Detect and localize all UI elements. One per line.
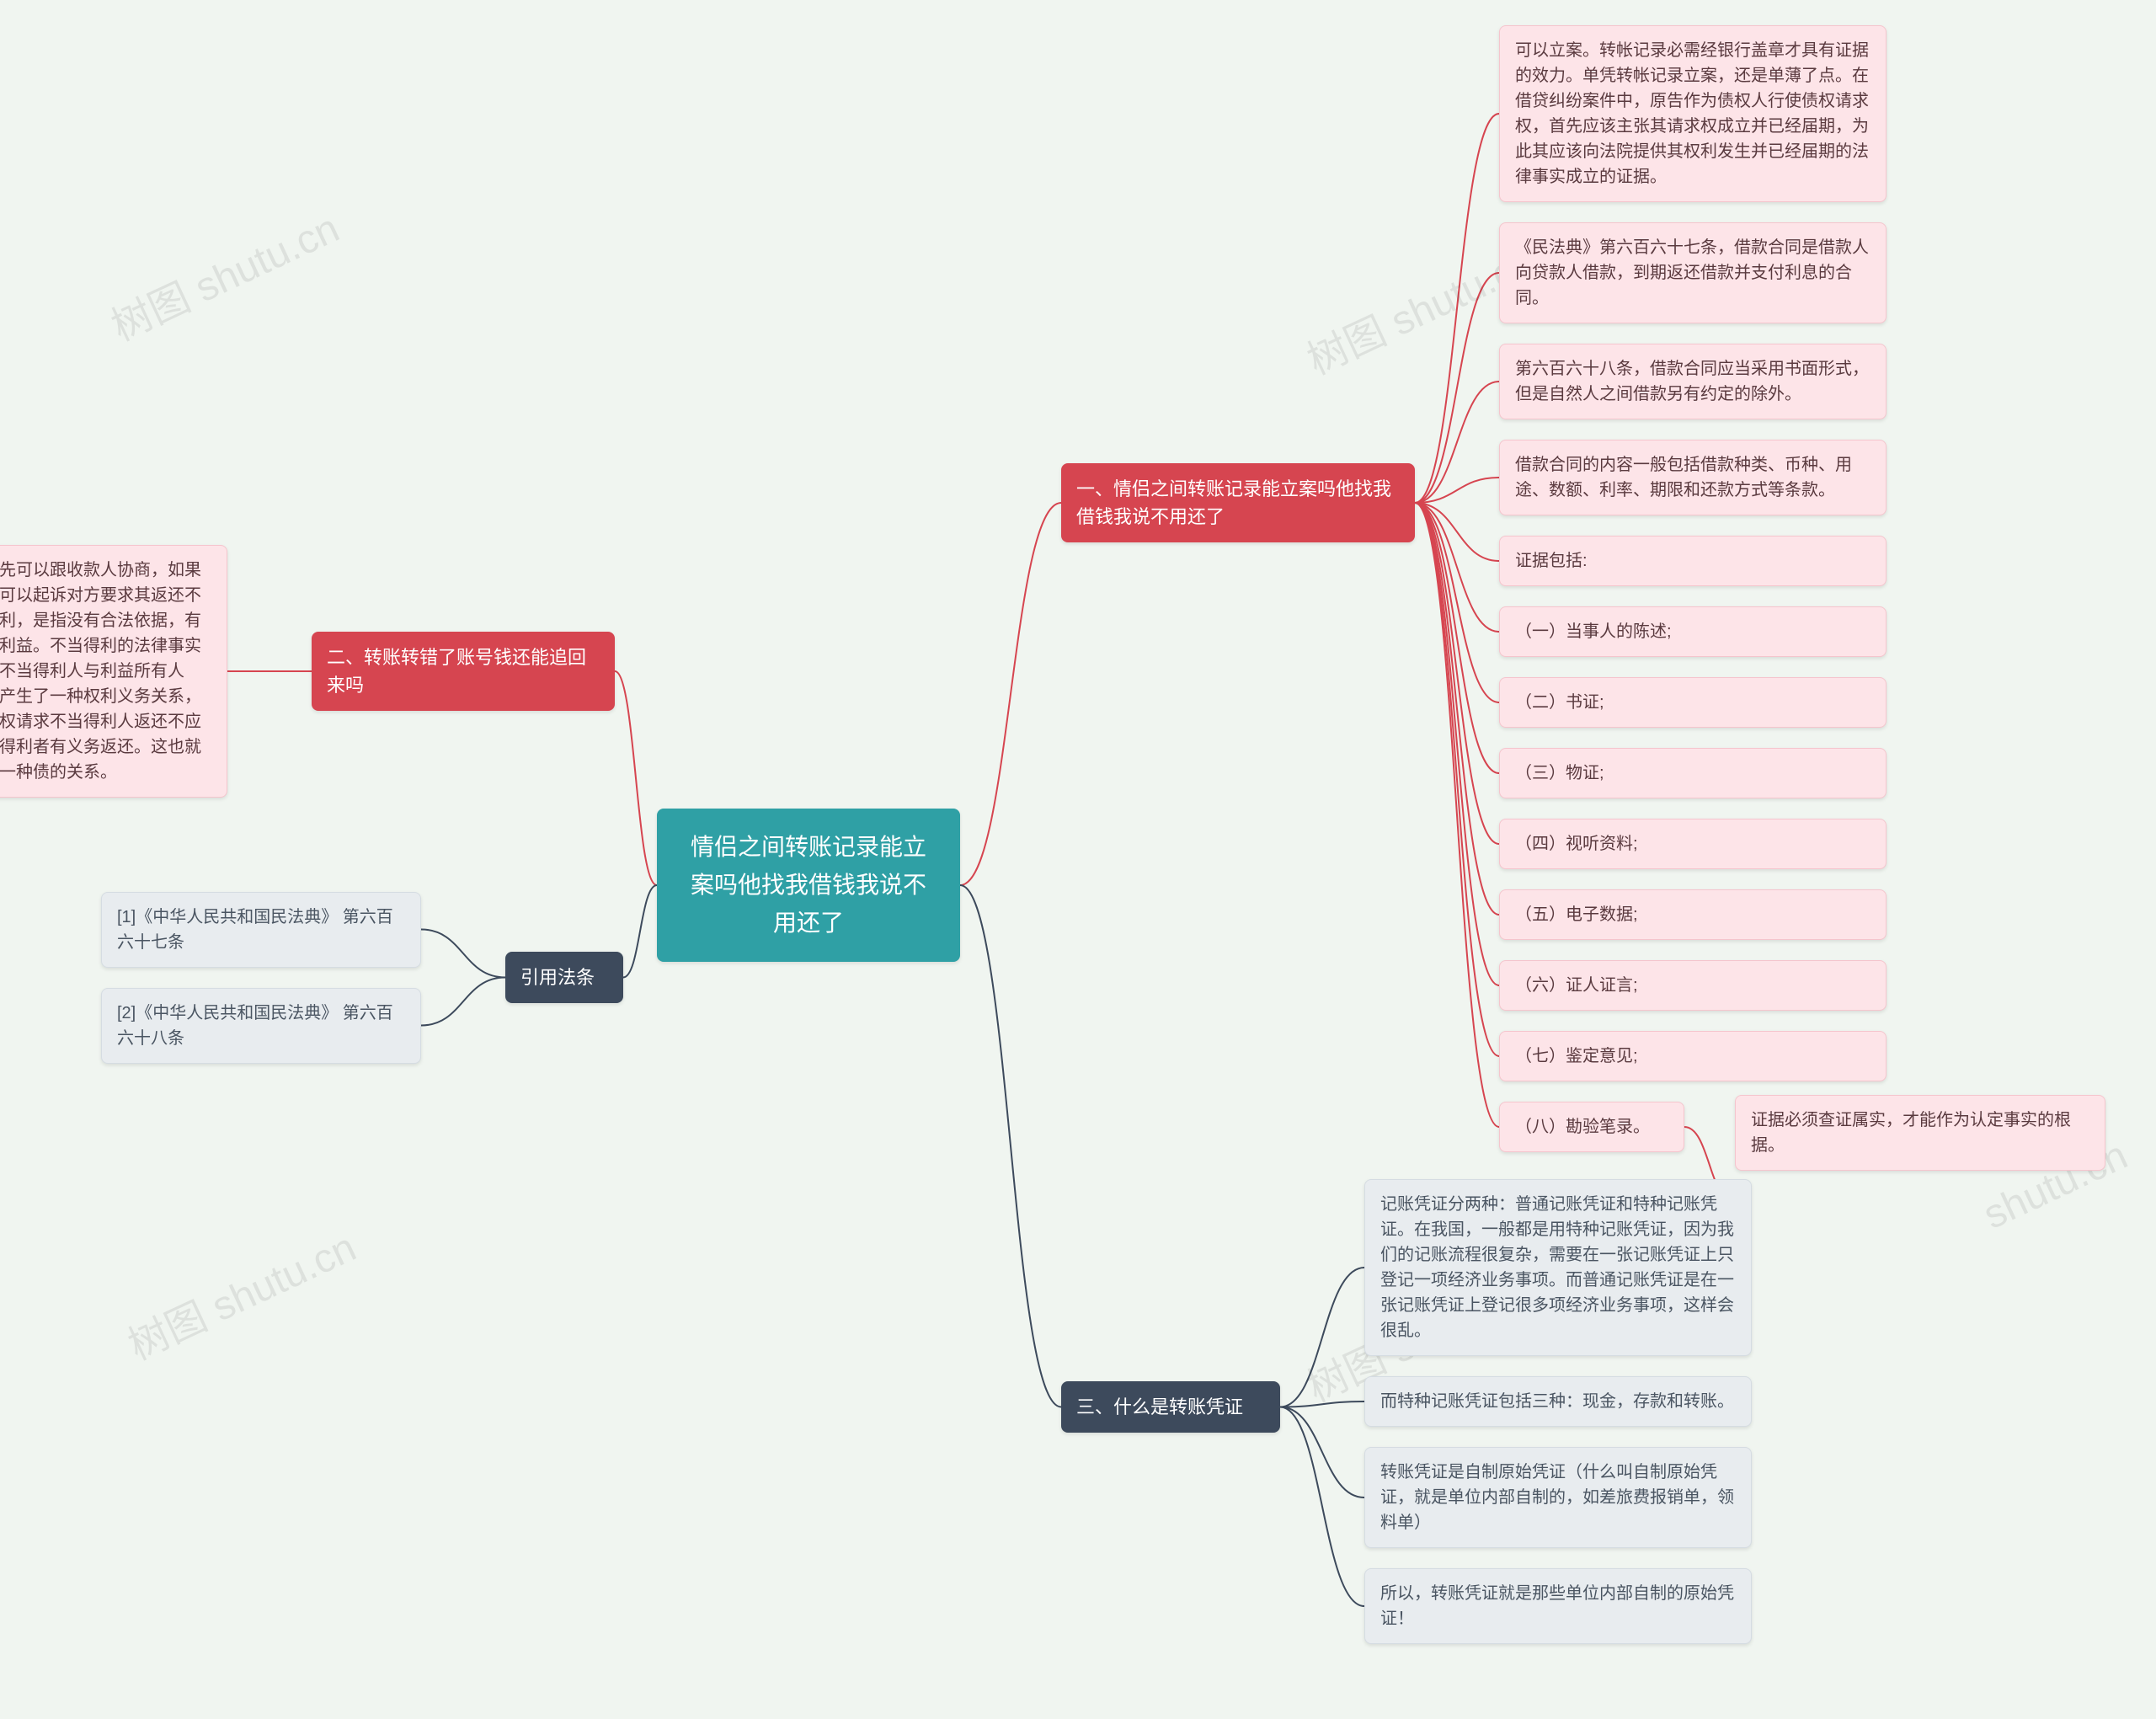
leaf-b3-2: 转账凭证是自制原始凭证（什么叫自制原始凭证，就是单位内部自制的，如差旅费报销单，… — [1364, 1447, 1752, 1548]
leaf-b1-9: （五）电子数据; — [1499, 889, 1886, 940]
leaf-b1-8: （四）视听资料; — [1499, 819, 1886, 869]
watermark: 树图 shutu.cn — [100, 195, 347, 352]
leaf-b1-3: 借款合同的内容一般包括借款种类、币种、用途、数额、利率、期限和还款方式等条款。 — [1499, 440, 1886, 515]
leaf-b1-0: 可以立案。转帐记录必需经银行盖章才具有证据的效力。单凭转帐记录立案，还是单薄了点… — [1499, 25, 1886, 202]
leaf-b2-0: 可以追回来，首先可以跟收款人协商，如果对方不愿意返还可以起诉对方要求其返还不当得… — [0, 545, 227, 798]
branch-b3: 三、什么是转账凭证 — [1061, 1381, 1280, 1433]
leaf-b1-10: （六）证人证言; — [1499, 960, 1886, 1011]
leaf-b1-1: 《民法典》第六百六十七条，借款合同是借款人向贷款人借款，到期返还借款并支付利息的… — [1499, 222, 1886, 323]
leaf-b1-5: （一）当事人的陈述; — [1499, 606, 1886, 657]
leaf-b4-1: [2]《中华人民共和国民法典》 第六百六十八条 — [101, 988, 421, 1064]
leaf-b1-12-sub: 证据必须查证属实，才能作为认定事实的根据。 — [1735, 1095, 2105, 1171]
root-node: 情侣之间转账记录能立案吗他找我借钱我说不用还了 — [657, 809, 960, 962]
leaf-b1-2: 第六百六十八条，借款合同应当采用书面形式，但是自然人之间借款另有约定的除外。 — [1499, 344, 1886, 419]
leaf-b3-3: 所以，转账凭证就是那些单位内部自制的原始凭证！ — [1364, 1568, 1752, 1644]
leaf-b1-11: （七）鉴定意见; — [1499, 1031, 1886, 1081]
leaf-b4-0: [1]《中华人民共和国民法典》 第六百六十七条 — [101, 892, 421, 968]
leaf-b3-1: 而特种记账凭证包括三种：现金，存款和转账。 — [1364, 1376, 1752, 1427]
leaf-b3-0: 记账凭证分两种：普通记账凭证和特种记账凭证。在我国，一般都是用特种记账凭证，因为… — [1364, 1179, 1752, 1356]
leaf-b1-6: （二）书证; — [1499, 677, 1886, 728]
leaf-b1-7: （三）物证; — [1499, 748, 1886, 798]
branch-b4: 引用法条 — [505, 952, 623, 1003]
leaf-b1-4: 证据包括: — [1499, 536, 1886, 586]
branch-b2: 二、转账转错了账号钱还能追回来吗 — [312, 632, 615, 711]
leaf-b1-12: （八）勘验笔录。 — [1499, 1102, 1684, 1152]
watermark: 树图 shutu.cn — [117, 1215, 364, 1371]
branch-b1: 一、情侣之间转账记录能立案吗他找我借钱我说不用还了 — [1061, 463, 1415, 542]
